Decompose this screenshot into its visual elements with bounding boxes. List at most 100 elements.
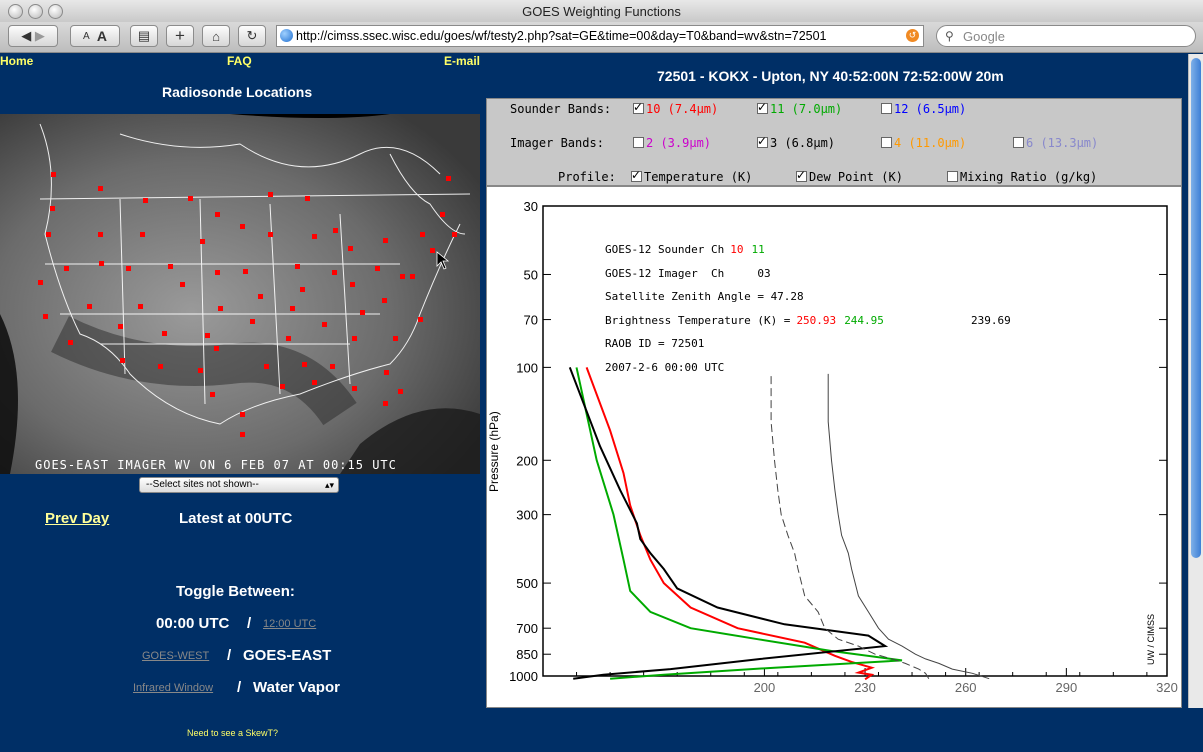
series-line-temperature-k- [827, 373, 990, 680]
profile-mixing[interactable]: Mixing Ratio (g/kg) [947, 170, 1097, 184]
address-bar[interactable]: http://cimss.ssec.wisc.edu/goes/wf/testy… [276, 25, 924, 47]
imager-2-label: 2 (3.9μm) [646, 136, 712, 150]
infrared-link[interactable]: Infrared Window [133, 682, 214, 694]
plus-icon: + [175, 26, 185, 45]
slash-1: / [247, 615, 252, 632]
prev-day-link[interactable]: Prev Day [45, 510, 110, 527]
sounder-11[interactable]: 11 (7.0μm) [757, 100, 843, 116]
checkbox-sounder-11[interactable] [757, 100, 768, 114]
snapback-icon[interactable]: ↺ [906, 29, 919, 42]
plot-line6: 2007-2-6 00:00 UTC [605, 361, 724, 374]
sounder-11-label: 11 (7.0μm) [770, 102, 843, 116]
dewpoint-label: Dew Point (K) [809, 170, 903, 184]
plot-ch10: 10 [730, 243, 743, 256]
y-tick-label: 30 [524, 199, 538, 214]
faq-link[interactable]: FAQ [227, 54, 252, 68]
y-tick-label: 1000 [509, 669, 538, 684]
temperature-label: Temperature (K) [644, 170, 753, 184]
checkbox-imager-2[interactable] [633, 137, 644, 148]
x-tick-label: 290 [1056, 680, 1078, 695]
sounder-label: Sounder Bands: [510, 102, 612, 116]
text-size-buttons[interactable]: A A [70, 25, 120, 47]
select-arrows-icon: ▴▾ [324, 480, 334, 490]
series-line-11 [575, 367, 903, 680]
time-current: 00:00 UTC [156, 615, 230, 632]
home-link[interactable]: Home [0, 54, 34, 68]
time-alt-link[interactable]: 12:00 UTC [263, 618, 317, 630]
print-button[interactable]: ▤ [130, 25, 158, 47]
slash-3: / [237, 679, 242, 696]
plot-credit: UW / CIMSS [1146, 614, 1156, 665]
plot-line4-prefix: Brightness Temperature (K) = [605, 314, 791, 327]
radiosonde-heading: Radiosonde Locations [162, 84, 313, 100]
skewt-link[interactable]: Need to see a SkewT? [187, 728, 279, 738]
vertical-scrollbar[interactable] [1188, 54, 1203, 708]
imager-row: Imager Bands: [510, 136, 604, 150]
plot-ch11: 11 [751, 243, 764, 256]
bt-green: 244.95 [844, 314, 884, 327]
sounder-row: Sounder Bands: [510, 102, 611, 116]
forward-arrow-icon[interactable]: ▶ [34, 28, 45, 43]
sounder-12[interactable]: 12 (6.5μm) [881, 102, 966, 116]
imager-2[interactable]: 2 (3.9μm) [633, 136, 711, 150]
band-controls: Sounder Bands: 10 (7.4μm) 11 (7.0μm) 12 … [486, 98, 1182, 186]
y-tick-label: 700 [516, 621, 538, 636]
sounder-10[interactable]: 10 (7.4μm) [633, 100, 718, 116]
map-image [0, 114, 480, 474]
window-titlebar: GOES Weighting Functions [0, 0, 1203, 23]
checkbox-imager-3[interactable] [757, 134, 768, 148]
add-bookmark-button[interactable]: + [166, 25, 194, 47]
sites-select-value: --Select sites not shown-- [146, 479, 259, 490]
x-tick-label: 260 [955, 680, 977, 695]
email-link[interactable]: E-mail [444, 54, 481, 68]
profile-row: Profile: [558, 170, 616, 184]
y-tick-label: 70 [524, 313, 538, 328]
band-current: Water Vapor [253, 679, 340, 696]
checkbox-imager-4[interactable] [881, 137, 892, 148]
checkbox-imager-6[interactable] [1013, 137, 1024, 148]
text-bigger-button[interactable]: A [96, 28, 108, 44]
home-icon: ⌂ [212, 28, 220, 44]
zoom-window-button[interactable] [48, 4, 63, 19]
close-window-button[interactable] [8, 4, 23, 19]
checkbox-temperature[interactable] [631, 168, 642, 182]
y-tick-label: 100 [516, 360, 538, 375]
url-text[interactable]: http://cimss.ssec.wisc.edu/goes/wf/testy… [296, 29, 827, 43]
sites-select[interactable]: --Select sites not shown-- ▴▾ [139, 477, 339, 493]
plot-line1-prefix: GOES-12 Sounder Ch [605, 243, 724, 256]
checkbox-sounder-10[interactable] [633, 100, 644, 114]
printer-icon: ▤ [137, 28, 151, 43]
checkbox-sounder-12[interactable] [881, 103, 892, 114]
back-forward-buttons[interactable]: ◀ ▶ [8, 25, 58, 47]
profile-temperature[interactable]: Temperature (K) [631, 168, 753, 184]
globe-icon [280, 29, 293, 42]
y-axis-label: Pressure (hPa) [487, 411, 501, 492]
slash-2: / [227, 647, 232, 664]
sounder-12-label: 12 (6.5μm) [894, 102, 967, 116]
checkbox-dewpoint[interactable] [796, 168, 807, 182]
reload-button[interactable]: ↻ [238, 25, 266, 47]
plot-line5: RAOB ID = 72501 [605, 337, 704, 350]
series-line-dew-point-k- [770, 373, 930, 679]
minimize-window-button[interactable] [28, 4, 43, 19]
profile-dewpoint[interactable]: Dew Point (K) [796, 168, 903, 184]
plot-frame [542, 205, 1168, 677]
satellite-map[interactable]: GOES-EAST IMAGER WV ON 6 FEB 07 AT 00:15… [0, 114, 480, 474]
home-button[interactable]: ⌂ [202, 25, 230, 47]
imager-4[interactable]: 4 (11.0μm) [881, 136, 966, 150]
y-tick-label: 300 [516, 508, 538, 523]
imager-3[interactable]: 3 (6.8μm) [757, 134, 835, 150]
browser-toolbar: ◀ ▶ A A ▤ + ⌂ ↻ http://cimss.ssec.wisc.e… [0, 22, 1203, 53]
search-placeholder: Google [963, 29, 1005, 44]
back-arrow-icon[interactable]: ◀ [21, 28, 32, 43]
x-tick-label: 230 [854, 680, 876, 695]
checkbox-mixing-ratio[interactable] [947, 171, 958, 182]
station-title: 72501 - KOKX - Upton, NY 40:52:00N 72:52… [657, 68, 1004, 84]
scrollbar-thumb[interactable] [1191, 58, 1201, 558]
imager-6[interactable]: 6 (13.3μm) [1013, 136, 1098, 150]
goes-west-link[interactable]: GOES-WEST [142, 650, 210, 662]
search-field[interactable]: ⚲ Google [936, 25, 1196, 47]
latest-label: Latest at 00UTC [179, 510, 293, 527]
text-smaller-button[interactable]: A [82, 30, 90, 42]
